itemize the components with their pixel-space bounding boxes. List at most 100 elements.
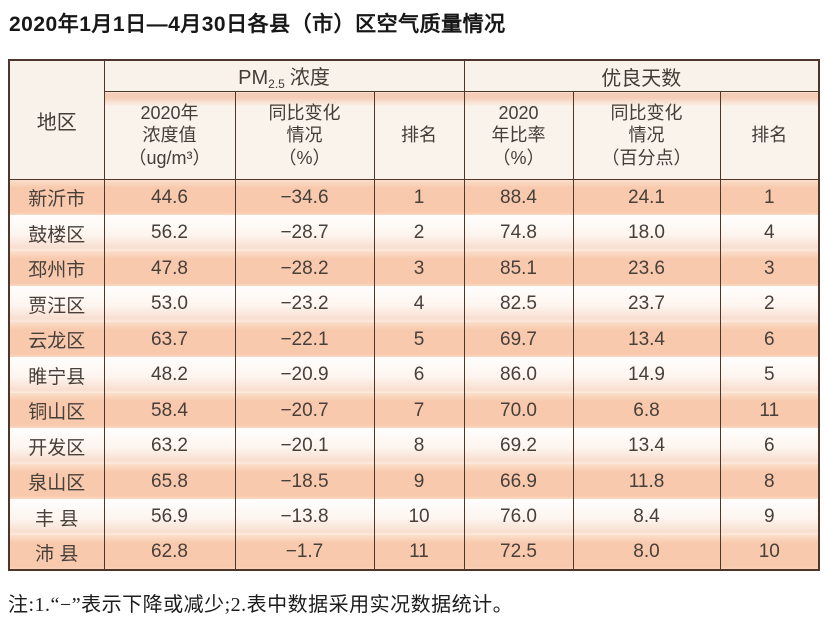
pm-rank-cell: 3 <box>373 250 465 287</box>
region-cell: 铜山区 <box>8 392 105 429</box>
pm-rank-cell: 6 <box>373 357 465 393</box>
region-cell: 邳州市 <box>8 250 105 287</box>
good-rank-cell: 3 <box>719 250 820 287</box>
pm-change-cell: −18.5 <box>234 463 375 500</box>
region-cell: 沛 县 <box>8 534 105 571</box>
pm-change-cell: −20.9 <box>234 357 375 393</box>
table-row: 邳州市 47.8 −28.2 3 85.1 23.6 3 <box>8 250 820 287</box>
pm-value-cell: 56.9 <box>103 499 236 535</box>
table-row: 铜山区 58.4 −20.7 7 70.0 6.8 11 <box>8 392 820 429</box>
good-change-cell: 24.1 <box>572 179 721 216</box>
good-change-cell: 13.4 <box>572 321 721 358</box>
region-cell: 开发区 <box>8 428 105 464</box>
pm-change-cell: −22.1 <box>234 321 375 358</box>
column-group-good-days: 优良天数 <box>463 59 820 93</box>
table-row: 睢宁县 48.2 −20.9 6 86.0 14.9 5 <box>8 357 820 393</box>
pm-change-cell: −28.7 <box>234 215 375 251</box>
good-ratio-cell: 69.7 <box>463 321 574 358</box>
pm25-label-prefix: PM <box>238 67 269 90</box>
good-ratio-cell: 86.0 <box>463 357 574 393</box>
pm-value-cell: 48.2 <box>103 357 236 393</box>
region-cell: 贾汪区 <box>8 286 105 322</box>
good-rank-cell: 10 <box>719 534 820 571</box>
pm-value-cell: 56.2 <box>103 215 236 251</box>
pm-rank-cell: 10 <box>373 499 465 535</box>
region-cell: 新沂市 <box>8 179 105 216</box>
pm-value-cell: 63.7 <box>103 321 236 358</box>
column-header-good-change: 同比变化 情况 （百分点） <box>572 91 721 181</box>
good-change-cell: 8.0 <box>572 534 721 571</box>
good-rank-cell: 6 <box>719 428 820 464</box>
table-row: 泉山区 65.8 −18.5 9 66.9 11.8 8 <box>8 463 820 500</box>
column-header-pm-rank: 排名 <box>373 91 465 181</box>
table-header: 地区 PM2.5 浓度 优良天数 2020年 浓度值 （ug/m³） 同比变化 情… <box>8 59 820 181</box>
good-ratio-cell: 74.8 <box>463 215 574 251</box>
table-row: 丰 县 56.9 −13.8 10 76.0 8.4 9 <box>8 499 820 535</box>
good-rank-cell: 8 <box>719 463 820 500</box>
pm-value-cell: 47.8 <box>103 250 236 287</box>
pm-value-cell: 44.6 <box>103 179 236 216</box>
good-change-cell: 14.9 <box>572 357 721 393</box>
good-ratio-cell: 70.0 <box>463 392 574 429</box>
good-change-cell: 18.0 <box>572 215 721 251</box>
column-header-pm-change: 同比变化 情况 （%） <box>234 91 375 181</box>
table-row: 沛 县 62.8 −1.7 11 72.5 8.0 10 <box>8 534 820 571</box>
table-body: 新沂市 44.6 −34.6 1 88.4 24.1 1 鼓楼区 56.2 −2… <box>8 179 820 571</box>
column-header-pm-value: 2020年 浓度值 （ug/m³） <box>103 91 236 181</box>
good-rank-cell: 5 <box>719 357 820 393</box>
pm25-label-subscript: 2.5 <box>268 77 285 92</box>
pm-rank-cell: 9 <box>373 463 465 500</box>
pm-rank-cell: 1 <box>373 179 465 216</box>
good-rank-cell: 6 <box>719 321 820 358</box>
good-ratio-cell: 82.5 <box>463 286 574 322</box>
good-ratio-cell: 72.5 <box>463 534 574 571</box>
good-rank-cell: 2 <box>719 286 820 322</box>
pm-rank-cell: 5 <box>373 321 465 358</box>
region-cell: 泉山区 <box>8 463 105 500</box>
pm-change-cell: −23.2 <box>234 286 375 322</box>
pm-change-cell: −20.7 <box>234 392 375 429</box>
pm-value-cell: 62.8 <box>103 534 236 571</box>
page-title: 2020年1月1日—4月30日各县（市）区空气质量情况 <box>9 13 506 36</box>
pm-value-cell: 58.4 <box>103 392 236 429</box>
table-row: 开发区 63.2 −20.1 8 69.2 13.4 6 <box>8 428 820 464</box>
good-rank-cell: 11 <box>719 392 820 429</box>
table-row: 贾汪区 53.0 −23.2 4 82.5 23.7 2 <box>8 286 820 322</box>
good-rank-cell: 9 <box>719 499 820 535</box>
pm-rank-cell: 11 <box>373 534 465 571</box>
good-change-cell: 23.6 <box>572 250 721 287</box>
region-cell: 丰 县 <box>8 499 105 535</box>
header-group-row: 地区 PM2.5 浓度 优良天数 <box>8 59 820 181</box>
good-rank-cell: 1 <box>719 179 820 216</box>
pm25-label-suffix: 浓度 <box>289 67 330 90</box>
pm-value-cell: 65.8 <box>103 463 236 500</box>
good-change-cell: 13.4 <box>572 428 721 464</box>
pm-rank-cell: 7 <box>373 392 465 429</box>
region-cell: 云龙区 <box>8 321 105 358</box>
table-row: 新沂市 44.6 −34.6 1 88.4 24.1 1 <box>8 179 820 216</box>
good-ratio-cell: 85.1 <box>463 250 574 287</box>
air-quality-table: 地区 PM2.5 浓度 优良天数 2020年 浓度值 （ug/m³） 同比变化 情… <box>8 59 821 572</box>
pm-rank-cell: 4 <box>373 286 465 322</box>
good-ratio-cell: 69.2 <box>463 428 574 464</box>
pm-change-cell: −28.2 <box>234 250 375 287</box>
region-cell: 睢宁县 <box>8 357 105 393</box>
region-cell: 鼓楼区 <box>8 215 105 251</box>
good-change-cell: 6.8 <box>572 392 721 429</box>
header-sub-row: 2020年 浓度值 （ug/m³） 同比变化 情况 （%） 排名 2020 年比… <box>9 91 820 181</box>
footnote: 注:1.“−”表示下降或减少;2.表中数据采用实况数据统计。 <box>8 594 514 617</box>
good-ratio-cell: 66.9 <box>463 463 574 500</box>
good-ratio-cell: 88.4 <box>463 179 574 216</box>
column-header-good-ratio: 2020 年比率 （%） <box>463 91 574 181</box>
pm-change-cell: −13.8 <box>234 499 375 535</box>
pm-change-cell: −20.1 <box>234 428 375 464</box>
column-header-good-rank: 排名 <box>719 91 820 181</box>
pm-rank-cell: 8 <box>373 428 465 464</box>
pm-rank-cell: 2 <box>373 215 465 251</box>
good-change-cell: 11.8 <box>572 463 721 500</box>
pm-value-cell: 63.2 <box>103 428 236 464</box>
good-change-cell: 23.7 <box>572 286 721 322</box>
pm-value-cell: 53.0 <box>103 286 236 322</box>
table-row: 云龙区 63.7 −22.1 5 69.7 13.4 6 <box>8 321 820 358</box>
